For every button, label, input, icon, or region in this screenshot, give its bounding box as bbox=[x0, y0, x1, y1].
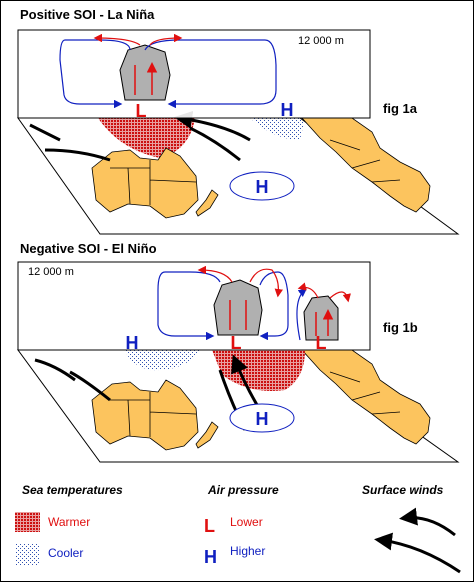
pressure-label: L bbox=[316, 333, 327, 353]
high-pressure bbox=[229, 403, 295, 433]
panel-title: Negative SOI - El Niño bbox=[20, 241, 157, 256]
pressure-label: L bbox=[231, 333, 242, 353]
surface-winds bbox=[34, 360, 262, 431]
pressure-label: H bbox=[126, 333, 139, 353]
cool-area bbox=[250, 118, 305, 140]
figure-label: fig 1a bbox=[383, 101, 418, 116]
high-pressure bbox=[229, 171, 295, 201]
figure-label: fig 1b bbox=[383, 320, 418, 335]
pressure-label: H bbox=[256, 409, 269, 429]
legend-title: Sea temperatures bbox=[22, 483, 123, 497]
altitude: 12 000 m bbox=[298, 35, 344, 47]
panel-title: Positive SOI - La Niña bbox=[20, 7, 155, 22]
wind-symbol bbox=[399, 507, 456, 537]
legend-label: Lower bbox=[230, 515, 263, 529]
warm-swatch bbox=[15, 512, 40, 532]
cloud bbox=[119, 44, 171, 101]
legend-symbol: L bbox=[204, 516, 215, 536]
legend-symbol: H bbox=[204, 547, 217, 567]
altitude: 12 000 m bbox=[28, 266, 74, 278]
pressure-label: H bbox=[281, 100, 294, 120]
cloud bbox=[213, 279, 263, 336]
legend-title: Air pressure bbox=[207, 483, 279, 497]
wind-symbol bbox=[374, 532, 461, 574]
surface-winds bbox=[29, 118, 251, 162]
legend-label: Higher bbox=[230, 544, 265, 558]
legend-title: Surface winds bbox=[362, 483, 444, 497]
legend-label: Warmer bbox=[48, 515, 90, 529]
cool-swatch bbox=[15, 543, 40, 565]
cool-area bbox=[125, 350, 200, 371]
legend-label: Cooler bbox=[48, 546, 83, 560]
pressure-label: L bbox=[136, 101, 147, 121]
pressure-label: H bbox=[256, 177, 269, 197]
